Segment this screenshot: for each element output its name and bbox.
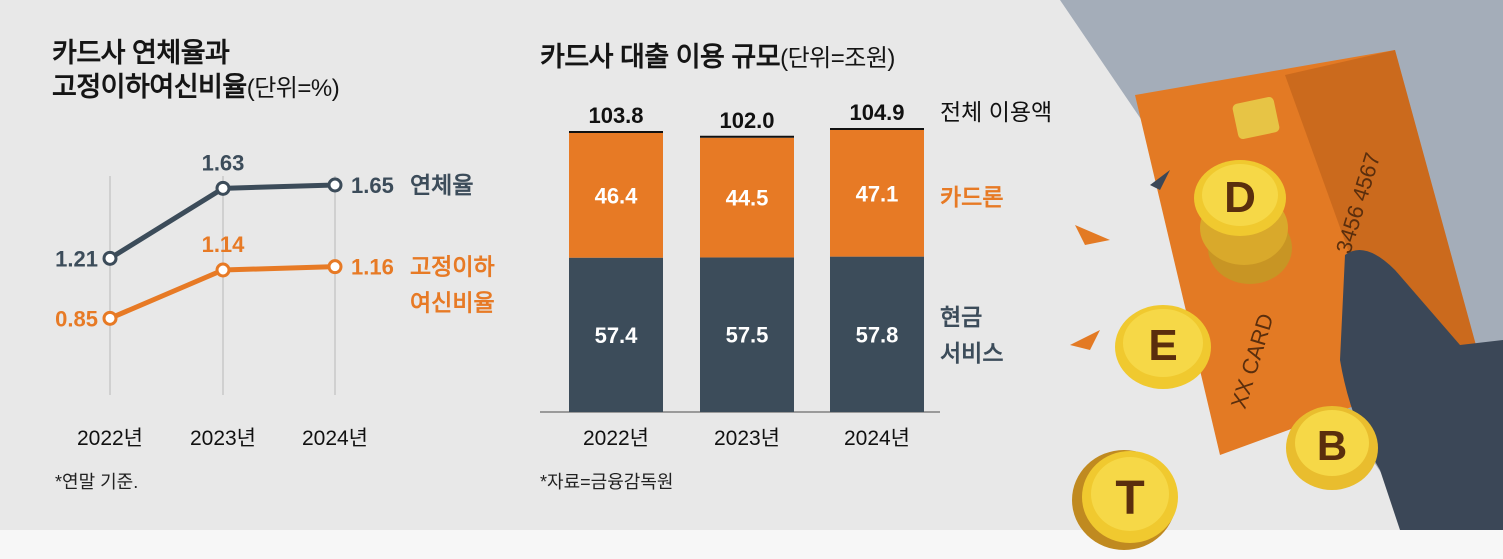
line-data-label: 1.63 bbox=[202, 150, 245, 175]
left-footnote: *연말 기준. bbox=[55, 472, 139, 492]
bar-segment-cash-service bbox=[830, 256, 924, 412]
bar-total-label: 104.9 bbox=[849, 100, 904, 125]
bar-value-label: 44.5 bbox=[726, 186, 769, 211]
coin-d-icon: D bbox=[1224, 173, 1256, 222]
left-title-line2: 고정이하여신비율 bbox=[52, 72, 247, 102]
bar-x-tick-label: 2022년 bbox=[583, 427, 649, 450]
bar-total-label: 102.0 bbox=[719, 108, 774, 133]
line-data-label: 1.21 bbox=[55, 246, 98, 271]
bar-value-label: 57.8 bbox=[856, 322, 899, 347]
line-x-tick-label: 2023년 bbox=[190, 427, 256, 450]
legend-cash-service-line2: 서비스 bbox=[940, 340, 1003, 366]
legend-cash-service-line1: 현금 bbox=[940, 304, 982, 330]
right-chart-title: 카드사 대출 이용 규모(단위=조원) bbox=[540, 40, 895, 76]
line-point bbox=[102, 310, 118, 326]
legend-total: 전체 이용액 bbox=[940, 99, 1052, 125]
line-data-label: 1.65 bbox=[351, 173, 394, 198]
left-title-line1: 카드사 연체율과 bbox=[52, 38, 230, 68]
coin-t-icon: T bbox=[1115, 472, 1144, 525]
bar-segment-card-loan bbox=[569, 132, 663, 258]
line-x-tick-label: 2024년 bbox=[302, 427, 368, 450]
bar-segment-cash-service bbox=[700, 257, 794, 412]
line-point bbox=[102, 250, 118, 266]
left-chart-title: 카드사 연체율과 고정이하여신비율(단위=%) bbox=[52, 36, 340, 106]
line-series-name-line2: 여신비율 bbox=[410, 290, 495, 316]
line-chart: 2022년 2023년 2024년 1.21 1.63 1.65 연체율 0.85 1.14 1.… bbox=[55, 150, 495, 450]
bar-value-label: 46.4 bbox=[595, 183, 639, 208]
line-series-name: 연체율 bbox=[410, 172, 473, 198]
line-point bbox=[327, 259, 343, 275]
right-footnote: *자료=금융감독원 bbox=[540, 472, 674, 492]
bar-segment-cash-service bbox=[569, 257, 663, 412]
credit-card-illustration-icon: 3456 4567 XX CARD D E B T bbox=[1060, 0, 1503, 550]
coin-e-icon: E bbox=[1148, 321, 1177, 370]
right-title-unit: (단위=조원) bbox=[780, 45, 895, 72]
bottom-strip bbox=[0, 530, 1503, 559]
line-point bbox=[327, 177, 343, 193]
line-data-label: 1.14 bbox=[202, 232, 246, 257]
bar-value-label: 57.4 bbox=[595, 323, 639, 348]
bar-x-tick-label: 2023년 bbox=[714, 427, 780, 450]
legend-card-loan: 카드론 bbox=[940, 184, 1003, 210]
line-point bbox=[215, 180, 231, 196]
stacked-bar-chart: 57.4 46.4 103.8 2022년 57.5 44.5 102.0 2023년 57.8… bbox=[540, 99, 1052, 450]
coin-b-icon: B bbox=[1317, 422, 1347, 469]
right-title-text: 카드사 대출 이용 규모 bbox=[540, 42, 781, 72]
line-data-label: 0.85 bbox=[55, 306, 98, 331]
bar-value-label: 57.5 bbox=[726, 323, 769, 348]
bar-segment-card-loan bbox=[830, 130, 924, 257]
bar-total-label: 103.8 bbox=[588, 103, 643, 128]
bar-segment-card-loan bbox=[700, 137, 794, 258]
line-series-name-line1: 고정이하 bbox=[410, 254, 495, 280]
line-x-tick-label: 2022년 bbox=[77, 427, 143, 450]
bar-value-label: 47.1 bbox=[856, 181, 899, 206]
bar-x-tick-label: 2024년 bbox=[844, 427, 910, 450]
line-data-label: 1.16 bbox=[351, 255, 394, 280]
line-point bbox=[215, 262, 231, 278]
left-title-unit: (단위=%) bbox=[246, 75, 340, 102]
